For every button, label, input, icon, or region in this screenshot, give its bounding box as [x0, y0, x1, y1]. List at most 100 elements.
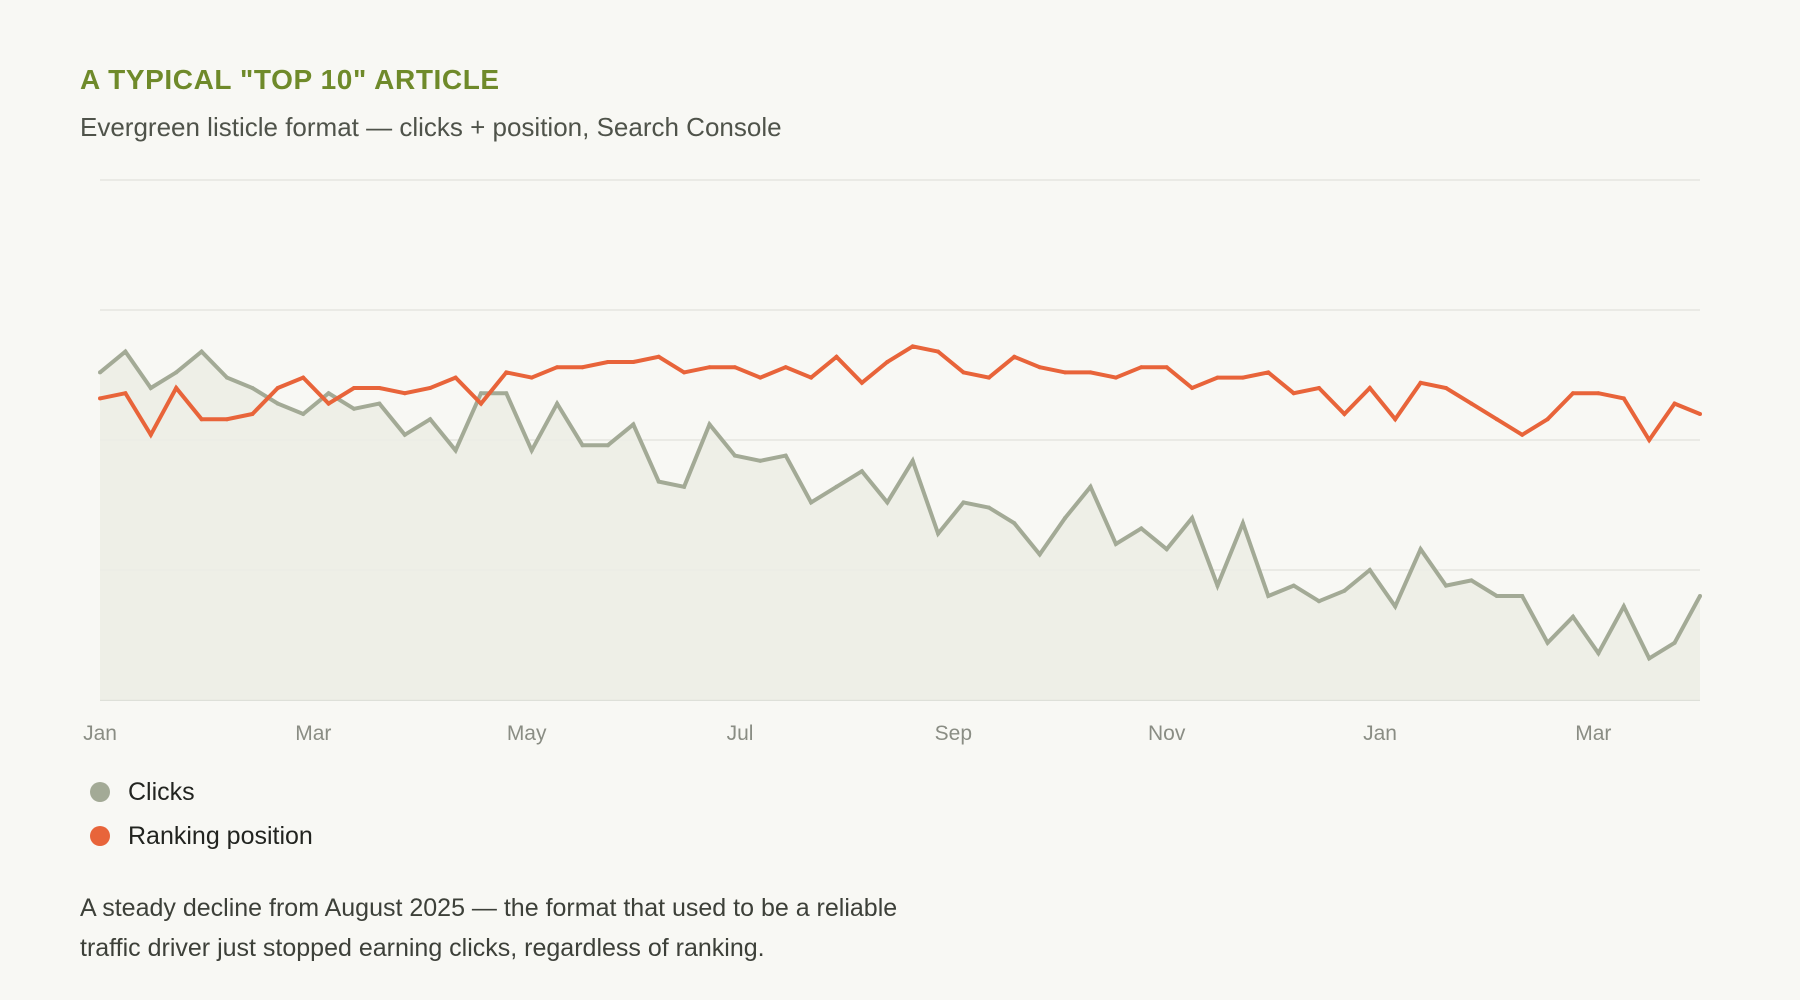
- legend-swatch-clicks: [90, 782, 110, 802]
- data-point-clicks: [555, 401, 560, 406]
- data-point-clicks: [1698, 594, 1702, 598]
- data-point-ranking-position: [275, 386, 280, 390]
- data-point-clicks: [783, 453, 788, 458]
- data-point-ranking-position: [859, 380, 864, 385]
- data-point-ranking-position: [986, 375, 991, 380]
- data-point-ranking-position: [885, 360, 890, 364]
- data-point-clicks: [402, 432, 407, 437]
- data-point-ranking-position: [1164, 365, 1169, 370]
- data-point-ranking-position: [1520, 432, 1525, 437]
- x-tick-label: Mar: [1575, 722, 1611, 745]
- data-point-ranking-position: [732, 365, 737, 370]
- data-point-clicks: [225, 375, 229, 380]
- data-point-ranking-position: [910, 344, 915, 349]
- data-point-ranking-position: [707, 365, 712, 370]
- data-point-clicks: [961, 500, 966, 505]
- data-point-clicks: [377, 401, 382, 406]
- data-point-clicks: [148, 386, 153, 390]
- data-point-clicks: [326, 391, 331, 396]
- data-point-ranking-position: [580, 365, 585, 370]
- series-line-ranking-position: [99, 344, 1701, 444]
- data-point-ranking-position: [1571, 391, 1575, 396]
- data-point-clicks: [199, 349, 204, 354]
- data-point-clicks: [1215, 583, 1220, 588]
- data-point-ranking-position: [199, 417, 204, 422]
- data-point-ranking-position: [809, 375, 814, 380]
- data-point-clicks: [1621, 604, 1626, 609]
- data-point-ranking-position: [1698, 412, 1702, 416]
- series-lines: [98, 344, 1702, 662]
- series-line-clicks: [98, 348, 1702, 662]
- data-point-clicks: [1164, 547, 1169, 552]
- data-point-ranking-position: [1418, 380, 1423, 385]
- data-point-ranking-position: [1317, 386, 1321, 390]
- data-point-ranking-position: [326, 401, 331, 406]
- data-point-clicks: [1088, 484, 1093, 489]
- data-point-clicks: [936, 531, 941, 536]
- data-point-ranking-position: [783, 365, 788, 370]
- data-point-ranking-position: [631, 360, 636, 364]
- legend-swatch-ranking-position: [90, 826, 110, 846]
- data-point-ranking-position: [402, 391, 407, 396]
- data-point-ranking-position: [1063, 370, 1068, 375]
- data-point-ranking-position: [1088, 370, 1093, 375]
- data-point-clicks: [428, 417, 433, 422]
- data-point-clicks: [758, 458, 763, 463]
- data-point-clicks: [809, 500, 814, 505]
- data-point-ranking-position: [834, 354, 839, 359]
- data-point-ranking-position: [504, 370, 509, 375]
- x-axis-ticks: Jan Mar May Jul Sep Nov Jan Mar: [83, 722, 1611, 745]
- data-point-ranking-position: [1342, 412, 1347, 416]
- data-point-clicks: [1063, 516, 1068, 520]
- data-point-clicks: [301, 412, 306, 416]
- legend-label-ranking-position: Ranking position: [128, 821, 313, 850]
- data-point-clicks: [656, 479, 661, 484]
- data-point-ranking-position: [936, 349, 941, 354]
- data-point-ranking-position: [555, 365, 560, 370]
- area-fill-clicks: [100, 351, 1700, 700]
- data-point-ranking-position: [1037, 365, 1042, 370]
- data-point-ranking-position: [453, 375, 458, 380]
- data-point-ranking-position: [225, 417, 229, 422]
- data-point-clicks: [1571, 614, 1575, 619]
- data-point-ranking-position: [605, 360, 610, 364]
- data-point-ranking-position: [1291, 391, 1296, 396]
- data-point-ranking-position: [1596, 391, 1601, 396]
- data-point-ranking-position: [479, 401, 483, 406]
- data-point-clicks: [631, 422, 636, 427]
- chart-eyebrow-title: A TYPICAL "TOP 10" ARTICLE: [80, 64, 500, 95]
- x-tick-label: Sep: [935, 722, 972, 745]
- data-point-ranking-position: [682, 370, 687, 375]
- chart-legend: Clicks Ranking position: [88, 770, 313, 858]
- chart-subtitle: Evergreen listicle format — clicks + pos…: [80, 112, 782, 142]
- caption-line-1: A steady decline from August 2025 — the …: [80, 894, 898, 922]
- data-point-clicks: [986, 505, 991, 510]
- area-fills: [100, 351, 1700, 700]
- data-point-clicks: [885, 500, 890, 505]
- data-point-clicks: [605, 443, 610, 448]
- data-point-clicks: [580, 443, 585, 448]
- data-point-clicks: [174, 370, 179, 375]
- data-point-clicks: [1266, 594, 1271, 598]
- data-point-clicks: [1113, 542, 1118, 546]
- data-point-ranking-position: [1672, 401, 1677, 406]
- data-point-clicks: [1139, 526, 1144, 531]
- data-point-ranking-position: [1012, 354, 1017, 359]
- data-point-clicks: [834, 484, 839, 489]
- legend-label-clicks: Clicks: [128, 777, 195, 806]
- x-tick-label: Mar: [295, 722, 331, 745]
- data-point-ranking-position: [1240, 375, 1245, 380]
- data-point-clicks: [1291, 583, 1296, 588]
- x-tick-label: Nov: [1148, 722, 1186, 745]
- caption-line-2: traffic driver just stopped earning clic…: [80, 934, 765, 962]
- data-point-ranking-position: [1266, 370, 1271, 375]
- data-point-ranking-position: [656, 354, 661, 359]
- data-point-ranking-position: [1113, 375, 1118, 380]
- data-point-clicks: [707, 422, 712, 427]
- data-point-ranking-position: [758, 375, 763, 380]
- data-point-clicks: [1367, 568, 1372, 572]
- data-point-ranking-position: [377, 386, 382, 390]
- data-point-clicks: [1520, 594, 1525, 598]
- data-point-clicks: [1469, 578, 1474, 583]
- x-tick-label: Jan: [1363, 722, 1397, 745]
